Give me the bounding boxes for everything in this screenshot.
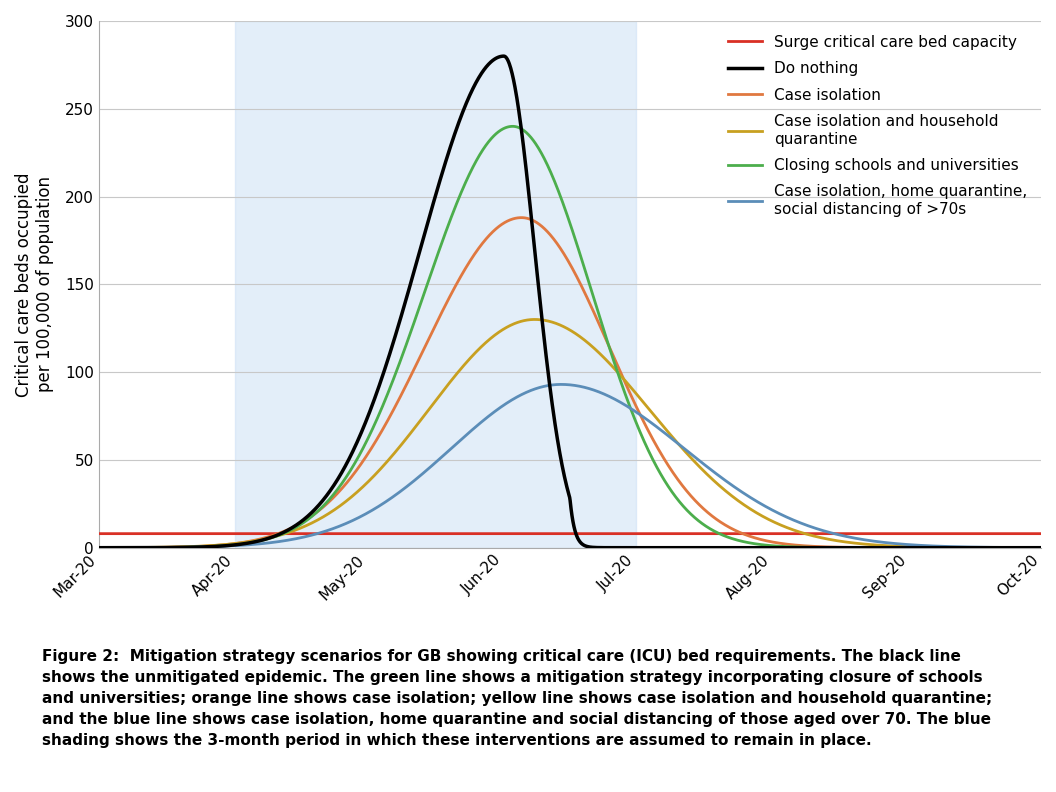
Text: Figure 2:  Mitigation strategy scenarios for GB showing critical care (ICU) bed : Figure 2: Mitigation strategy scenarios … [42,649,993,748]
Y-axis label: Critical care beds occupied
per 100,000 of population: Critical care beds occupied per 100,000 … [15,172,54,397]
Bar [235,21,636,548]
Legend: Surge critical care bed capacity, Do nothing, Case isolation, Case isolation and: Surge critical care bed capacity, Do not… [722,29,1034,223]
